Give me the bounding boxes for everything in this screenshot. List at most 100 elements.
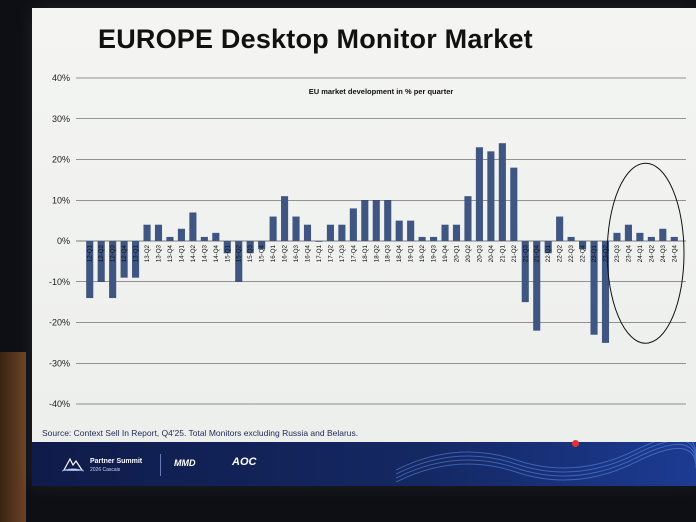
bar-17-Q2 (326, 224, 334, 241)
x-tick-label: 23-Q2 (603, 244, 610, 262)
bar-17-Q4 (349, 208, 357, 241)
x-tick-label: 22-Q1 (545, 244, 552, 262)
x-tick-label: 17-Q4 (350, 244, 357, 262)
x-tick-label: 22-Q3 (568, 244, 575, 262)
bar-20-Q3 (475, 147, 483, 241)
bar-24-Q4 (670, 236, 678, 241)
x-tick-label: 20-Q2 (465, 244, 472, 262)
x-tick-label: 16-Q1 (270, 244, 277, 262)
room-frame (0, 352, 26, 522)
y-tick-label: 0% (57, 236, 70, 246)
bar-22-Q1 (544, 241, 552, 254)
x-tick-label: 16-Q2 (282, 244, 289, 262)
x-tick-label: 19-Q4 (442, 244, 449, 262)
x-tick-label: 12-Q3 (110, 244, 117, 262)
x-tick-label: 19-Q1 (408, 244, 415, 262)
y-tick-label: -20% (49, 318, 70, 328)
x-tick-label: 21-Q2 (511, 244, 518, 262)
x-tick-label: 19-Q2 (419, 244, 426, 262)
aoc-logo: AOC (232, 456, 257, 468)
bar-12-Q2 (97, 241, 105, 282)
x-tick-label: 19-Q3 (431, 244, 438, 262)
bar-12-Q1 (86, 241, 94, 299)
y-tick-label: 20% (52, 155, 70, 165)
x-tick-label: 23-Q3 (614, 244, 621, 262)
bar-12-Q4 (120, 241, 128, 278)
x-tick-label: 13-Q2 (144, 244, 151, 262)
bar-24-Q2 (647, 236, 655, 241)
x-tick-label: 24-Q2 (648, 244, 655, 262)
slide-title: EUROPE Desktop Monitor Market (98, 24, 533, 54)
bar-16-Q3 (292, 216, 300, 241)
bar-13-Q1 (132, 241, 140, 278)
x-tick-label: 21-Q3 (522, 244, 529, 262)
bar-13-Q4 (166, 236, 174, 241)
x-tick-label: 18-Q3 (385, 244, 392, 262)
y-tick-label: 30% (52, 114, 70, 124)
bar-14-Q4 (212, 232, 220, 241)
event-subtitle: 2026 Cascais (90, 467, 121, 473)
bar-19-Q2 (418, 236, 426, 241)
slide-footer: Partner Summit 2026 Cascais MMD AOC (32, 442, 696, 486)
bar-21-Q1 (498, 143, 506, 241)
y-tick-label: -30% (49, 358, 70, 368)
bar-14-Q1 (177, 228, 185, 241)
y-tick-label: -10% (49, 277, 70, 287)
summit-logo-icon (62, 457, 84, 472)
bar-19-Q4 (441, 224, 449, 241)
bar-20-Q2 (464, 196, 472, 241)
x-tick-label: 13-Q1 (133, 244, 140, 262)
y-tick-label: -40% (49, 399, 70, 409)
bar-13-Q2 (143, 224, 151, 241)
bar-12-Q3 (109, 241, 117, 299)
wave-pattern (396, 442, 696, 483)
bar-22-Q3 (567, 236, 575, 241)
x-tick-label: 23-Q1 (591, 244, 598, 262)
recording-indicator (572, 440, 579, 447)
x-tick-label: 15-Q3 (247, 244, 254, 262)
bar-19-Q3 (430, 236, 438, 241)
bar-21-Q2 (510, 167, 518, 241)
footer-divider (160, 454, 161, 476)
bar-16-Q4 (303, 224, 312, 241)
x-tick-label: 17-Q2 (327, 244, 334, 262)
bar-23-Q3 (613, 232, 621, 241)
x-tick-label: 24-Q1 (637, 244, 644, 262)
bar-15-Q2 (235, 241, 243, 282)
x-tick-label: 13-Q4 (167, 244, 174, 262)
bar-18-Q1 (361, 200, 369, 241)
bar-22-Q4 (579, 241, 587, 250)
bar-21-Q3 (521, 241, 529, 303)
market-chart: EU market development in % per quarter 40… (49, 73, 686, 409)
x-tick-label: 17-Q1 (316, 244, 323, 262)
bar-17-Q1 (315, 241, 323, 242)
x-tick-label: 24-Q3 (660, 244, 667, 262)
x-tick-label: 15-Q4 (259, 244, 266, 262)
x-tick-label: 21-Q4 (534, 244, 541, 262)
x-tick-label: 24-Q4 (671, 244, 678, 262)
x-tick-label: 17-Q3 (339, 244, 346, 262)
bar-18-Q3 (384, 200, 392, 241)
bar-14-Q2 (189, 212, 197, 241)
bar-14-Q3 (200, 236, 208, 241)
event-name: Partner Summit (90, 458, 143, 465)
source-note: Source: Context Sell In Report, Q4'25. T… (42, 428, 359, 438)
x-tick-label: 22-Q2 (557, 244, 564, 262)
x-tick-label: 16-Q3 (293, 244, 300, 262)
x-tick-label: 12-Q2 (98, 244, 105, 262)
bar-15-Q1 (223, 241, 231, 254)
bar-22-Q2 (556, 216, 564, 241)
bar-15-Q3 (246, 241, 254, 254)
x-tick-label: 23-Q4 (625, 244, 632, 262)
x-tick-label: 18-Q2 (373, 244, 380, 262)
highlight-ellipse (606, 162, 685, 344)
bar-23-Q1 (590, 241, 598, 335)
bar-15-Q4 (258, 241, 266, 250)
x-tick-label: 14-Q2 (190, 244, 197, 262)
mmd-logo: MMD (174, 458, 196, 468)
bar-13-Q3 (154, 224, 163, 241)
bar-24-Q1 (636, 232, 644, 241)
bar-21-Q4 (533, 241, 541, 331)
bar-17-Q3 (338, 224, 346, 241)
x-tick-label: 21-Q1 (499, 244, 506, 262)
